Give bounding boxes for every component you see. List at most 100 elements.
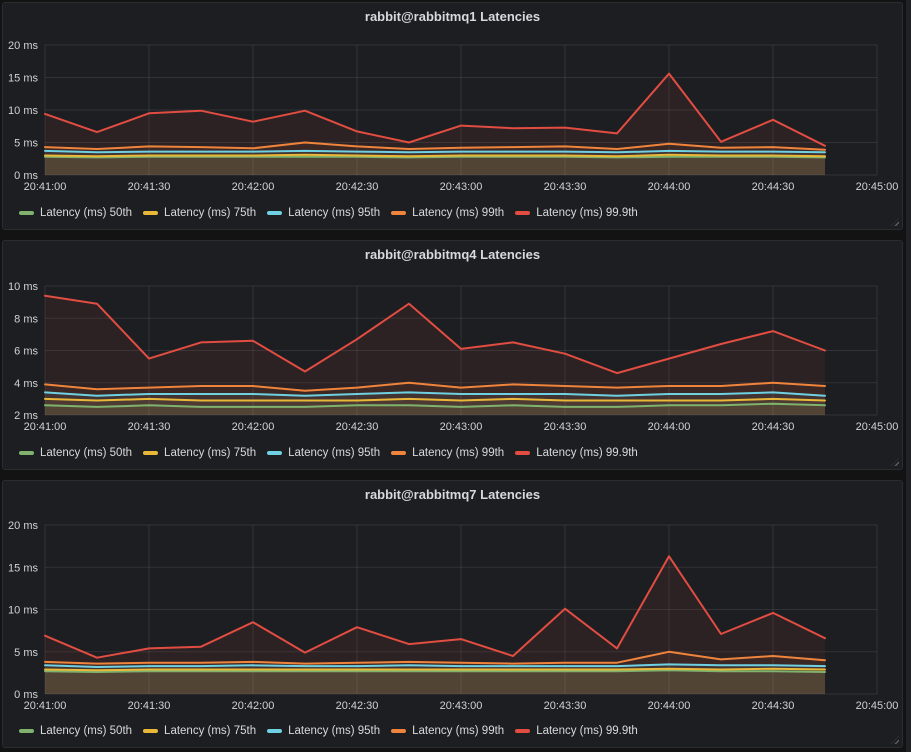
svg-text:0 ms: 0 ms <box>14 689 38 701</box>
legend-item-latency-ms-50th[interactable]: Latency (ms) 50th <box>19 207 132 219</box>
legend-item-latency-ms-50th[interactable]: Latency (ms) 50th <box>19 725 132 737</box>
svg-text:20:44:30: 20:44:30 <box>752 700 795 712</box>
grid <box>44 285 878 416</box>
panel-resize-handle-icon[interactable] <box>891 736 899 744</box>
latency-chart-rabbitmq4[interactable]: 2 ms 4 ms 6 ms 8 ms 10 ms 20:41:00 20:41:30 20:… <box>3 241 902 469</box>
grid <box>44 44 878 176</box>
panel-title-rabbitmq7[interactable]: rabbit@rabbitmq7 Latencies <box>364 487 541 502</box>
legend-series-label: Latency (ms) 50th <box>40 446 133 459</box>
legend-series-color-dash-icon <box>391 210 407 215</box>
legend-item-latency-ms-99th[interactable]: Latency (ms) 99th <box>391 207 504 219</box>
legend-series-color-dash-icon <box>267 210 283 215</box>
svg-text:10 ms: 10 ms <box>8 281 38 293</box>
svg-text:20:45:00: 20:45:00 <box>856 700 899 712</box>
legend-series-label: Latency (ms) 50th <box>40 206 133 219</box>
svg-text:10 ms: 10 ms <box>8 105 38 117</box>
legend-series-color-dash-icon <box>515 450 531 455</box>
legend-item-latency-ms-99-9th[interactable]: Latency (ms) 99.9th <box>515 725 638 737</box>
scrollbar[interactable] <box>906 0 911 752</box>
legend-series-label: Latency (ms) 95th <box>288 206 381 219</box>
svg-text:20:44:30: 20:44:30 <box>752 181 795 193</box>
y-axis-labels: 0 ms 5 ms 10 ms 15 ms 20 ms <box>8 40 38 182</box>
panel-resize-handle-icon[interactable] <box>891 458 899 466</box>
legend-item-latency-ms-95th[interactable]: Latency (ms) 95th <box>267 207 380 219</box>
legend-series-label: Latency (ms) 95th <box>288 446 381 459</box>
series-areas <box>45 556 825 694</box>
svg-text:20:41:30: 20:41:30 <box>128 421 171 433</box>
panel-rabbitmq7-latencies: rabbit@rabbitmq7 Latencies 0 ms 5 ms 10 ms… <box>2 480 903 748</box>
svg-text:20:44:30: 20:44:30 <box>752 421 795 433</box>
x-axis-labels: 20:41:00 20:41:30 20:42:00 20:42:30 20:43:00… <box>24 181 899 193</box>
svg-text:15 ms: 15 ms <box>8 73 38 85</box>
legend-series-label: Latency (ms) 75th <box>164 206 257 219</box>
series-line-latency-ms-99th <box>44 381 826 392</box>
svg-text:20:43:30: 20:43:30 <box>544 700 587 712</box>
legend-item-latency-ms-99-9th[interactable]: Latency (ms) 99.9th <box>515 207 638 219</box>
series-line-latency-ms-75th <box>44 397 826 402</box>
series-line-latency-ms-75th <box>44 153 826 158</box>
legend-item-latency-ms-75th[interactable]: Latency (ms) 75th <box>143 725 256 737</box>
legend-series-label: Latency (ms) 99.9th <box>536 206 638 219</box>
legend-rabbitmq4: Latency (ms) 50th Latency (ms) 75th Latenc… <box>19 445 638 460</box>
legend-series-color-dash-icon <box>391 728 407 733</box>
svg-text:10 ms: 10 ms <box>8 605 38 617</box>
svg-text:4 ms: 4 ms <box>14 378 38 390</box>
legend-series-label: Latency (ms) 95th <box>288 724 381 737</box>
legend-item-latency-ms-95th[interactable]: Latency (ms) 95th <box>267 725 380 737</box>
svg-text:2 ms: 2 ms <box>14 410 38 422</box>
series-line-latency-ms-99-9th <box>44 72 826 147</box>
svg-text:20:41:30: 20:41:30 <box>128 700 171 712</box>
legend-series-label: Latency (ms) 50th <box>40 724 133 737</box>
legend-series-label: Latency (ms) 75th <box>164 446 257 459</box>
legend-series-color-dash-icon <box>515 210 531 215</box>
legend-item-latency-ms-95th[interactable]: Latency (ms) 95th <box>267 447 380 459</box>
latency-chart-rabbitmq7[interactable]: 0 ms 5 ms 10 ms 15 ms 20 ms 20:41:00 20:41:30 2… <box>3 481 902 747</box>
svg-text:5 ms: 5 ms <box>14 138 38 150</box>
svg-text:20:45:00: 20:45:00 <box>856 421 899 433</box>
legend-series-color-dash-icon <box>515 728 531 733</box>
svg-text:20:43:00: 20:43:00 <box>440 421 483 433</box>
series-line-latency-ms-95th <box>44 391 826 397</box>
svg-text:6 ms: 6 ms <box>14 346 38 358</box>
x-axis-labels: 20:41:00 20:41:30 20:42:00 20:42:30 20:43:00… <box>24 700 899 712</box>
legend-series-label: Latency (ms) 99th <box>412 206 505 219</box>
legend-item-latency-ms-75th[interactable]: Latency (ms) 75th <box>143 207 256 219</box>
panel-title-rabbitmq1[interactable]: rabbit@rabbitmq1 Latencies <box>364 9 541 24</box>
legend-series-color-dash-icon <box>19 728 34 733</box>
legend-series-color-dash-icon <box>143 210 159 215</box>
svg-text:8 ms: 8 ms <box>14 313 38 325</box>
y-axis-labels: 0 ms 5 ms 10 ms 15 ms 20 ms <box>8 520 38 701</box>
legend-series-color-dash-icon <box>19 450 34 455</box>
svg-text:20 ms: 20 ms <box>8 520 38 532</box>
legend-item-latency-ms-99th[interactable]: Latency (ms) 99th <box>391 447 504 459</box>
legend-item-latency-ms-50th[interactable]: Latency (ms) 50th <box>19 447 132 459</box>
panel-rabbitmq1-latencies: rabbit@rabbitmq1 Latencies 0 ms 5 ms 10 ms… <box>2 2 903 230</box>
legend-series-label: Latency (ms) 99th <box>412 724 505 737</box>
svg-text:20:44:00: 20:44:00 <box>648 421 691 433</box>
series-line-latency-ms-50th <box>44 669 826 673</box>
series-line-latency-ms-95th <box>44 149 826 154</box>
svg-text:20:41:00: 20:41:00 <box>24 421 67 433</box>
series-line-latency-ms-99th <box>44 141 826 151</box>
legend-series-label: Latency (ms) 99th <box>412 446 505 459</box>
legend-item-latency-ms-75th[interactable]: Latency (ms) 75th <box>143 447 256 459</box>
legend-item-latency-ms-99th[interactable]: Latency (ms) 99th <box>391 725 504 737</box>
series-line-latency-ms-99-9th <box>44 294 826 375</box>
legend-series-label: Latency (ms) 99.9th <box>536 446 638 459</box>
legend-rabbitmq7: Latency (ms) 50th Latency (ms) 75th Latenc… <box>19 723 638 738</box>
latency-chart-rabbitmq1[interactable]: 0 ms 5 ms 10 ms 15 ms 20 ms 20:41:00 20:41:30 2… <box>3 3 902 229</box>
svg-text:20:41:00: 20:41:00 <box>24 181 67 193</box>
series-line-latency-ms-50th <box>44 155 826 159</box>
svg-text:20:43:30: 20:43:30 <box>544 421 587 433</box>
legend-series-label: Latency (ms) 99.9th <box>536 724 638 737</box>
svg-text:20:42:00: 20:42:00 <box>232 421 275 433</box>
legend-item-latency-ms-99-9th[interactable]: Latency (ms) 99.9th <box>515 447 638 459</box>
svg-text:20:42:00: 20:42:00 <box>232 700 275 712</box>
panel-title-rabbitmq4[interactable]: rabbit@rabbitmq4 Latencies <box>364 247 541 262</box>
panel-rabbitmq4-latencies: rabbit@rabbitmq4 Latencies 2 ms 4 ms 6 ms 8… <box>2 240 903 470</box>
panel-resize-handle-icon[interactable] <box>891 218 899 226</box>
series-line-latency-ms-75th <box>44 667 826 672</box>
legend-rabbitmq1: Latency (ms) 50th Latency (ms) 75th Latenc… <box>19 205 638 220</box>
series-line-latency-ms-50th <box>44 402 826 408</box>
y-axis-labels: 2 ms 4 ms 6 ms 8 ms 10 ms <box>8 281 38 422</box>
